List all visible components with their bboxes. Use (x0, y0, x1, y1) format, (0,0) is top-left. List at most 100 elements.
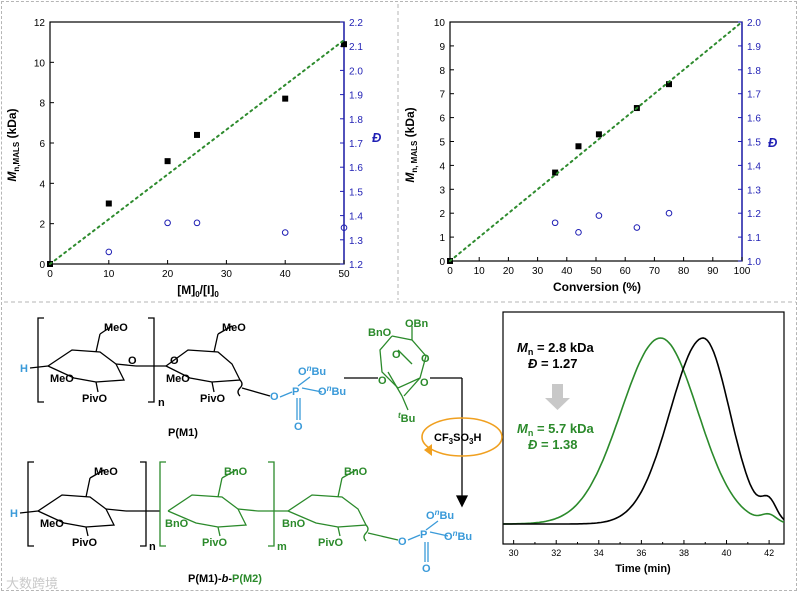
chart1-theory-line (49, 39, 345, 265)
chart2-ytick-label: 6 (439, 114, 445, 125)
chart2-y2tick-label: 1.2 (747, 209, 761, 220)
label-n-top: n (158, 397, 165, 409)
label-meo-1: MeO (104, 322, 128, 334)
label-o-m4: O (420, 377, 429, 389)
chart-mn-vs-conversion: 0 10 20 30 40 50 60 70 80 90 100 0 1 2 3 4 5 6 7 8 9 10 1.0 1.1… (403, 18, 778, 294)
pm1-structure (29, 317, 323, 420)
label-bno-monomer: BnO (368, 327, 392, 339)
label-pm1: P(M1) (168, 427, 198, 439)
chart2-dispersity-point (665, 209, 673, 217)
gpc-label-p2-d: Đ = 1.38 (528, 437, 578, 452)
chart2-y2label: Đ (768, 135, 778, 150)
chart1-xtick-label: 30 (221, 269, 233, 280)
chart2-xtick-label: 100 (734, 266, 751, 277)
chart1-xtick-label: 40 (280, 269, 292, 280)
label-o-m2: O (421, 353, 430, 365)
gpc-xtick-label: 42 (764, 548, 774, 558)
chart2-dispersity-point (633, 224, 641, 231)
label-meo-3: MeO (222, 322, 246, 334)
chart2-xtick-label: 40 (561, 266, 573, 277)
chart1-ytick-label: 6 (39, 139, 45, 150)
chart1-xtick-label: 0 (47, 269, 53, 280)
chart1-y2tick-label: 1.6 (349, 163, 363, 174)
label-o-1: O (128, 355, 137, 367)
chart1-y2tick-label: 1.5 (349, 187, 363, 198)
reagent-arrow-icon (424, 444, 432, 456)
chart1-y2tick-label: 2.1 (349, 42, 363, 53)
gpc-marks (503, 337, 785, 525)
chart2-ytick-label: 8 (439, 66, 445, 77)
chart1-ylabel: Mn,MALS (kDa) (5, 108, 21, 181)
label-p-1: P (292, 386, 299, 398)
chart1-mn-point (105, 200, 112, 207)
chart-gpc-traces: 30 32 34 36 38 40 42 Time (min) Mn = 2.8 kDa Đ… (502, 311, 785, 575)
gpc-xtick-label: 32 (551, 548, 561, 558)
chart2-xtick-label: 60 (620, 266, 632, 277)
gpc-xtick-label: 40 (722, 548, 732, 558)
chart2-marks (447, 21, 743, 264)
label-pivo-b1: PivO (72, 537, 98, 549)
chart2-y2tick-label: 1.1 (747, 233, 761, 244)
label-p-b: P (420, 529, 427, 541)
chart2-mn-point (595, 131, 602, 138)
gpc-label-p1-mn: Mn = 2.8 kDa (517, 340, 594, 357)
label-o-m3: O (378, 375, 387, 387)
label-pivo-b3: PivO (318, 537, 344, 549)
chart1-ytick-label: 10 (34, 58, 46, 69)
chart2-xtick-label: 10 (474, 266, 486, 277)
chart2-mn-point (575, 143, 582, 150)
reaction-scheme (19, 317, 503, 562)
chart1-y2tick-label: 1.4 (349, 212, 363, 223)
chart2-ytick-label: 7 (439, 90, 445, 101)
block-copolymer-structure (19, 461, 449, 562)
chart2-xtick-label: 90 (707, 266, 719, 277)
chart1-axes: 0 10 20 30 40 50 0 2 4 6 8 10 12 1.2 1.3 1.4 1.5 1.6 1.7 1.… (34, 18, 363, 280)
gpc-axes: 30 32 34 36 38 40 42 (509, 540, 774, 558)
chart1-y2tick-label: 1.2 (349, 260, 363, 271)
gpc-xtick-label: 30 (509, 548, 519, 558)
label-o-b-phos2: O (422, 563, 431, 575)
gpc-trace-block-copolymer (503, 337, 785, 525)
label-obu-2: OnBu (318, 384, 346, 398)
gpc-label-p2-mn: Mn = 5.7 kDa (517, 421, 594, 438)
label-o-2: O (170, 355, 179, 367)
chart1-xtick-label: 20 (162, 269, 174, 280)
chart2-y2tick-label: 1.6 (747, 114, 761, 125)
chart1-y2tick-label: 1.3 (349, 236, 363, 247)
chart2-ytick-label: 9 (439, 42, 445, 53)
label-pivo-1: PivO (82, 393, 108, 405)
gpc-xtick-label: 36 (636, 548, 646, 558)
chart1-dispersity-point (193, 219, 201, 227)
chart2-ytick-label: 3 (439, 185, 445, 196)
chart1-y2tick-label: 2.0 (349, 66, 363, 77)
label-meo-b2: MeO (40, 518, 64, 530)
label-pivo-2: PivO (200, 393, 226, 405)
chart1-ytick-label: 0 (39, 260, 45, 271)
gpc-xtick-label: 34 (594, 548, 604, 558)
chart2-xtick-label: 30 (532, 266, 544, 277)
chart2-mn-point (666, 81, 672, 88)
chart2-y2tick-label: 1.7 (747, 90, 761, 101)
label-n-bottom: n (149, 541, 156, 553)
label-bno-b3: BnO (344, 466, 368, 478)
label-o-phos-2: O (294, 421, 303, 433)
chart2-ytick-label: 10 (434, 18, 446, 29)
label-tbu: tBu (398, 411, 415, 425)
chart1-ytick-label: 8 (39, 99, 45, 110)
chart1-ytick-label: 4 (39, 179, 45, 190)
chart2-dispersity-point (595, 212, 603, 219)
label-obu-b1: OnBu (426, 508, 454, 522)
chart2-y2tick-label: 1.4 (747, 161, 761, 172)
gpc-frame (502, 311, 785, 545)
chart1-y2tick-label: 2.2 (349, 18, 363, 29)
label-h-top: H (20, 363, 28, 375)
chart1-xtick-label: 10 (103, 269, 115, 280)
scheme-labels: H MeO O MeO PivO n MeO O MeO PivO O P On… (10, 318, 481, 585)
chart2-y2tick-label: 1.0 (747, 257, 761, 268)
label-o-b-phos: O (398, 536, 407, 548)
chart2-dispersity-point (575, 229, 582, 236)
chart-mn-vs-ratio: 0 10 20 30 40 50 0 2 4 6 8 10 12 1.2 1.3 1.4 1.5 1.6 1.7 1.… (5, 18, 382, 299)
chart2-theory-line (449, 21, 743, 262)
